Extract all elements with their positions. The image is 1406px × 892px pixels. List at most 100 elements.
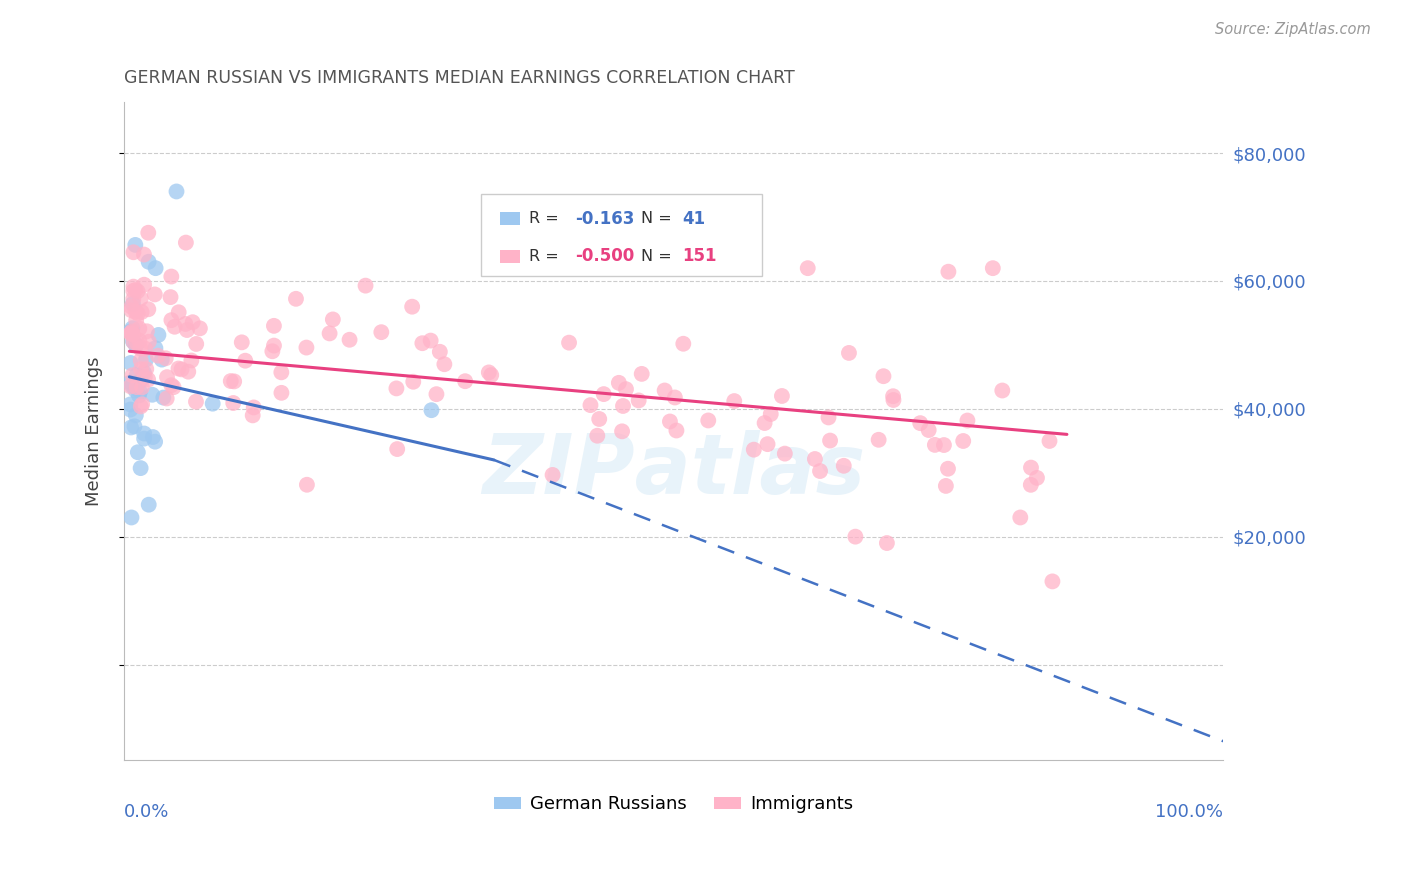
Point: [796, 261, 818, 276]
Point: [231, 335, 253, 350]
Text: 100.0%: 100.0%: [1156, 803, 1223, 822]
Point: [838, 346, 860, 360]
Point: [756, 437, 779, 451]
Point: [160, 313, 183, 327]
Point: [936, 461, 959, 475]
Point: [1026, 471, 1049, 485]
Point: [541, 467, 564, 482]
Point: [120, 402, 142, 417]
Point: [135, 352, 157, 367]
Point: [295, 341, 318, 355]
Point: [142, 430, 165, 444]
Point: [128, 388, 150, 402]
Point: [181, 315, 204, 329]
Point: [121, 379, 143, 393]
Point: [170, 362, 193, 376]
Point: [159, 290, 181, 304]
Point: [429, 344, 451, 359]
Point: [120, 356, 142, 370]
Point: [561, 242, 583, 256]
Point: [143, 287, 166, 301]
Point: [876, 536, 898, 550]
Text: GERMAN RUSSIAN VS IMMIGRANTS MEDIAN EARNINGS CORRELATION CHART: GERMAN RUSSIAN VS IMMIGRANTS MEDIAN EARN…: [124, 69, 794, 87]
Point: [131, 397, 153, 411]
Point: [131, 380, 153, 394]
Point: [665, 424, 688, 438]
Point: [128, 375, 150, 389]
Point: [295, 477, 318, 491]
Point: [385, 381, 408, 395]
Point: [163, 319, 186, 334]
Point: [354, 278, 377, 293]
Point: [162, 380, 184, 394]
Point: [129, 400, 152, 414]
Point: [176, 323, 198, 337]
Point: [1038, 434, 1060, 448]
Point: [285, 292, 308, 306]
Point: [804, 452, 827, 467]
Point: [233, 353, 256, 368]
Point: [124, 238, 146, 252]
Point: [924, 438, 946, 452]
Point: [120, 376, 142, 390]
Point: [658, 415, 681, 429]
Point: [612, 399, 634, 413]
Point: [124, 419, 146, 434]
Point: [558, 335, 581, 350]
Text: 151: 151: [682, 247, 717, 266]
Text: 0.0%: 0.0%: [124, 803, 170, 822]
Point: [121, 325, 143, 339]
Point: [627, 393, 650, 408]
Point: [145, 341, 167, 355]
Point: [121, 510, 143, 524]
Point: [121, 326, 143, 341]
Legend: German Russians, Immigrants: German Russians, Immigrants: [486, 788, 860, 821]
Point: [882, 392, 904, 407]
Point: [664, 391, 686, 405]
Point: [122, 334, 145, 349]
Point: [219, 374, 242, 388]
Text: -0.500: -0.500: [575, 247, 634, 266]
Point: [155, 351, 177, 366]
Point: [1042, 574, 1064, 589]
Point: [910, 416, 932, 430]
Point: [129, 292, 152, 306]
Point: [263, 318, 285, 333]
Point: [177, 365, 200, 379]
Point: [120, 300, 142, 314]
Point: [270, 365, 292, 379]
Point: [956, 413, 979, 427]
Point: [134, 426, 156, 441]
Point: [759, 407, 782, 421]
Point: [454, 374, 477, 388]
Point: [242, 409, 264, 423]
Point: [166, 185, 188, 199]
Text: Source: ZipAtlas.com: Source: ZipAtlas.com: [1215, 22, 1371, 37]
Bar: [501, 212, 520, 225]
Point: [592, 387, 614, 401]
Point: [588, 412, 610, 426]
Point: [129, 461, 152, 475]
Point: [134, 432, 156, 446]
Point: [122, 245, 145, 260]
Point: [918, 423, 941, 437]
Point: [129, 384, 152, 399]
Point: [129, 362, 152, 376]
Point: [420, 403, 443, 417]
Point: [697, 413, 720, 427]
FancyBboxPatch shape: [481, 194, 762, 277]
Point: [122, 284, 145, 298]
Point: [586, 428, 609, 442]
Point: [156, 370, 179, 384]
Point: [433, 357, 456, 371]
Text: N =: N =: [641, 211, 676, 227]
Point: [167, 361, 190, 376]
Point: [127, 284, 149, 298]
Point: [242, 401, 264, 415]
Point: [148, 327, 170, 342]
Point: [121, 327, 143, 342]
Point: [322, 312, 344, 326]
Point: [401, 300, 423, 314]
Point: [121, 321, 143, 335]
Point: [136, 302, 159, 317]
